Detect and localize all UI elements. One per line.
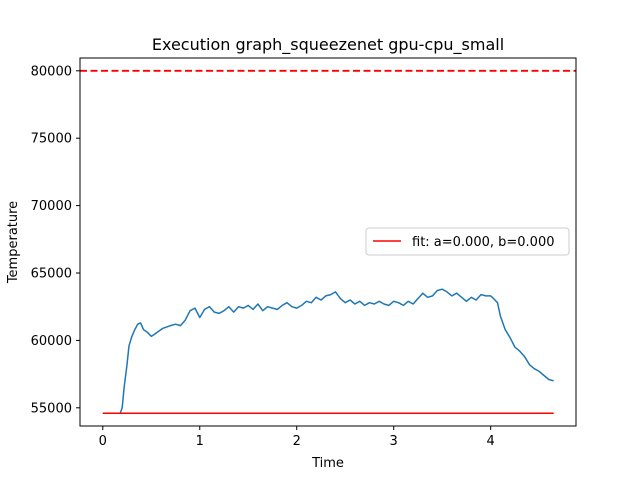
temperature-line (102, 288, 554, 414)
x-axis-ticks: 0 1 2 3 4 (99, 426, 495, 449)
y-tick-label: 75000 (31, 132, 72, 147)
y-axis-ticks: 55000 60000 65000 70000 75000 80000 (31, 64, 80, 416)
y-tick-label: 55000 (31, 401, 72, 416)
x-axis-label: Time (311, 456, 344, 471)
x-tick-label: 0 (99, 434, 107, 449)
y-tick-label: 70000 (31, 199, 72, 214)
y-axis-label: Temperature (6, 201, 21, 284)
legend-box (365, 227, 570, 256)
y-tick-label: 60000 (31, 334, 72, 349)
x-tick-label: 4 (487, 434, 495, 449)
plot-content (80, 69, 576, 414)
y-tick-label: 65000 (31, 267, 72, 282)
legend: fit: a=0.000, b=0.000 (365, 227, 570, 256)
chart-title: Execution graph_squeezenet gpu-cpu_small (152, 35, 504, 55)
x-tick-label: 2 (293, 434, 301, 449)
x-tick-label: 3 (390, 434, 398, 449)
legend-fit-label: fit: a=0.000, b=0.000 (412, 235, 555, 250)
x-tick-label: 1 (196, 434, 204, 449)
plot-frame (79, 57, 577, 427)
y-tick-label: 80000 (31, 64, 72, 79)
